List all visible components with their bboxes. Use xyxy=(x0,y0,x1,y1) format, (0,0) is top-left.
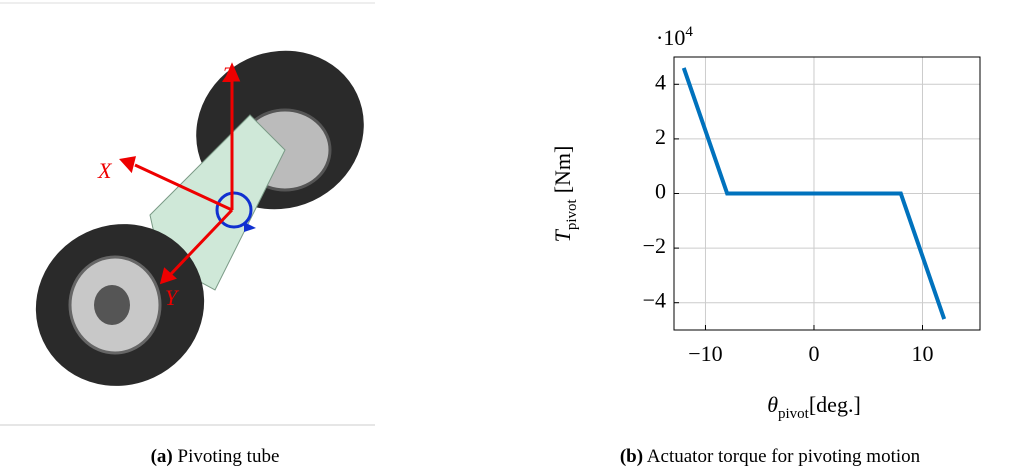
x-tick-label: 0 xyxy=(808,341,819,366)
multiplier: ·104 xyxy=(656,24,693,50)
y-tick-label: −4 xyxy=(643,288,666,313)
x-label-symbol: θ xyxy=(767,392,778,417)
caption-label: (a) xyxy=(151,446,173,467)
figure: Z X Y (a) Pivoting tube (b) Actuator tor… xyxy=(0,0,1009,470)
multiplier-base: ·10 xyxy=(656,25,685,50)
y-tick-label: 4 xyxy=(655,69,666,94)
y-tick-label: 0 xyxy=(655,179,666,204)
x-label-unit: [deg.] xyxy=(809,392,861,417)
x-tick-label: 10 xyxy=(911,341,933,366)
caption-text: Actuator torque for pivoting motion xyxy=(647,446,921,467)
caption-label: (b) xyxy=(620,446,643,467)
axis-label: X xyxy=(97,158,113,183)
caption-text: Pivoting tube xyxy=(178,446,280,467)
y-label-subscript: pivot xyxy=(564,198,580,230)
illustration: Z X Y xyxy=(0,3,390,425)
multiplier-exponent: 4 xyxy=(685,24,693,40)
caption: (a) Pivoting tube xyxy=(151,446,280,467)
x-tick-label: −10 xyxy=(688,341,722,366)
y-axis-label: Tpivot[Nm] xyxy=(550,146,580,243)
y-tick-label: 2 xyxy=(655,124,666,149)
y-tick-label: −2 xyxy=(643,233,666,258)
x-label-subscript: pivot xyxy=(778,406,810,422)
axis-label: Z xyxy=(222,62,235,87)
y-label-unit: [Nm] xyxy=(550,146,575,194)
caption: (b) Actuator torque for pivoting motion xyxy=(620,446,921,467)
x-axis-label: θpivot[deg.] xyxy=(767,392,861,422)
